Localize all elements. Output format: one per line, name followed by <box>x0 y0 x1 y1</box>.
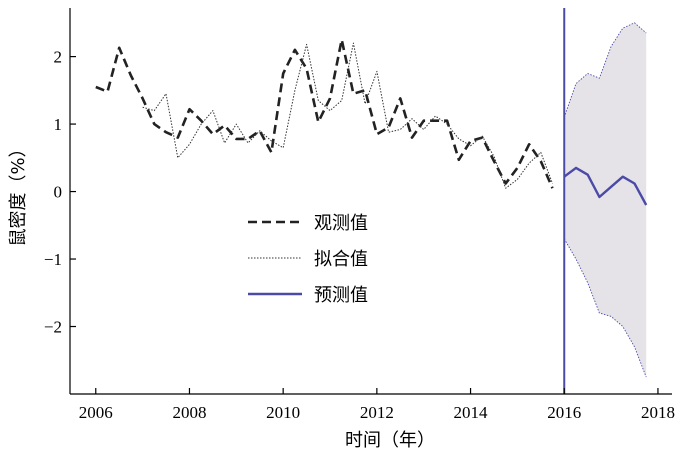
legend-label-2: 预测值 <box>314 285 368 306</box>
y-tick-label: 0 <box>54 183 63 202</box>
x-tick-label: 2018 <box>641 403 675 422</box>
confidence-band-lower-edge <box>563 238 647 378</box>
y-tick-label: −2 <box>44 318 62 337</box>
legend-label-0: 观测值 <box>314 213 368 234</box>
series-line-0 <box>95 38 554 189</box>
series-layer <box>95 8 648 394</box>
y-axis-title: 鼠密度（%） <box>8 139 29 246</box>
x-axis-title: 时间（年） <box>345 430 435 451</box>
x-tick-label: 2012 <box>360 403 394 422</box>
axes-layer: 2006 2008 2010 2012 2014 2016 2018 −2 −1 0 1 2 <box>44 8 675 422</box>
legend-label-1: 拟合值 <box>314 249 368 270</box>
series-line-2 <box>563 166 648 206</box>
x-tick-label: 2014 <box>454 403 489 422</box>
confidence-band-fill <box>564 22 647 378</box>
y-tick-label: 1 <box>54 115 63 134</box>
y-tick-label: −1 <box>44 250 62 269</box>
x-tick-label: 2010 <box>266 403 300 422</box>
x-tick-label: 2016 <box>547 403 581 422</box>
x-tick-label: 2008 <box>172 403 206 422</box>
y-tick-label: 2 <box>54 48 63 67</box>
series-line-1 <box>142 42 553 189</box>
confidence-band-layer <box>563 22 647 378</box>
confidence-band-upper-edge <box>563 22 647 118</box>
x-tick-label: 2006 <box>79 403 113 422</box>
